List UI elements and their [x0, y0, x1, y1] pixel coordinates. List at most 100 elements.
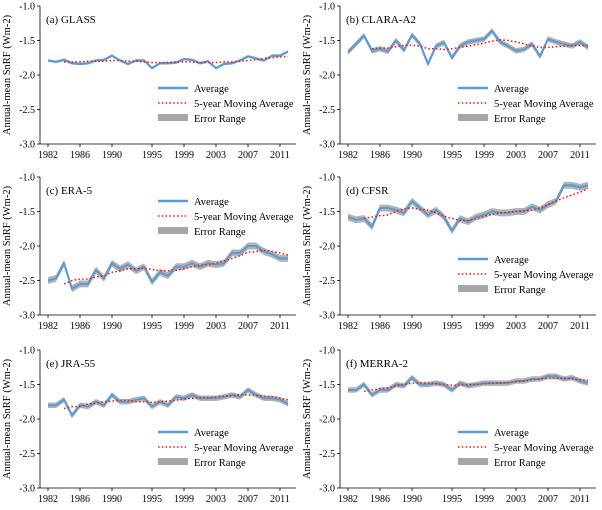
legend-label-average: Average [494, 84, 529, 95]
panel-title: (d) CFSR [346, 185, 389, 197]
y-tick-label: -1.0 [319, 2, 335, 13]
legend-swatch-error-range [458, 285, 488, 292]
x-tick-label: 1982 [38, 150, 58, 161]
y-tick-label: -1.0 [19, 346, 35, 357]
legend-label-moving-average: 5-year Moving Average [494, 99, 594, 110]
x-tick-label: 1982 [38, 321, 58, 332]
x-tick-label: 2003 [206, 494, 226, 505]
y-axis-label: Annual-mean SnRF (Wm-2) [2, 14, 13, 135]
x-tick-label: 1982 [338, 321, 358, 332]
x-tick-label: 1990 [102, 150, 122, 161]
legend-swatch-error-range [158, 458, 188, 465]
x-tick-label: 1990 [402, 321, 422, 332]
x-tick-label: 2011 [570, 321, 590, 332]
average-line [48, 389, 289, 417]
x-tick-label: 2003 [206, 321, 226, 332]
x-tick-label: 2007 [238, 321, 258, 332]
average-line [347, 29, 589, 65]
legend-label-average: Average [194, 428, 229, 439]
y-tick-label: -3.0 [319, 484, 335, 495]
y-tick-label: -3.0 [319, 140, 335, 151]
y-tick-label: -3.0 [19, 140, 35, 151]
y-tick-label: -2.0 [319, 415, 335, 426]
x-tick-label: 2007 [538, 321, 558, 332]
x-tick-label: 2011 [270, 150, 290, 161]
x-tick-label: 1990 [102, 321, 122, 332]
moving-average-line [64, 55, 289, 64]
y-tick-label: -1.0 [319, 173, 335, 184]
moving-average-line [63, 394, 289, 410]
x-tick-label: 1999 [174, 150, 194, 161]
panel-title: (a) GLASS [46, 14, 96, 26]
x-tick-label: 1986 [370, 321, 390, 332]
x-tick-label: 1995 [142, 150, 162, 161]
x-tick-label: 2007 [538, 494, 558, 505]
panel-title: (b) CLARA-A2 [346, 14, 416, 26]
panel-title: (c) ERA-5 [46, 185, 93, 197]
y-tick-label: -1.5 [19, 380, 35, 391]
error-range-band [48, 242, 288, 293]
average-line [347, 184, 589, 232]
x-tick-label: 1999 [474, 494, 494, 505]
y-tick-label: -3.0 [19, 311, 35, 322]
legend-label-error-range: Error Range [194, 458, 246, 469]
average-line [348, 375, 589, 396]
x-tick-label: 2003 [206, 150, 226, 161]
legend-label-error-range: Error Range [494, 285, 546, 296]
legend-label-moving-average: 5-year Moving Average [494, 270, 594, 281]
x-tick-label: 2003 [506, 150, 526, 161]
legend-label-moving-average: 5-year Moving Average [194, 212, 294, 223]
y-tick-label: -3.0 [319, 311, 335, 322]
legend-swatch-error-range [158, 114, 188, 121]
panel-title: (e) JRA-55 [46, 358, 96, 370]
error-range-band [48, 50, 288, 70]
y-tick-label: -1.0 [319, 346, 335, 357]
legend-label-average: Average [194, 84, 229, 95]
y-tick-label: -2.5 [19, 105, 35, 116]
y-tick-label: -1.5 [19, 207, 35, 218]
legend-label-average: Average [494, 255, 529, 266]
legend-label-average: Average [494, 428, 529, 439]
x-tick-label: 1995 [142, 321, 162, 332]
average-line [47, 50, 289, 70]
y-tick-label: -2.5 [319, 105, 335, 116]
x-tick-label: 2007 [238, 494, 258, 505]
legend-swatch-error-range [458, 114, 488, 121]
x-tick-label: 1999 [174, 494, 194, 505]
y-tick-label: -1.5 [319, 207, 335, 218]
y-tick-label: -1.0 [19, 2, 35, 13]
legend-swatch-error-range [458, 458, 488, 465]
x-tick-label: 2011 [570, 494, 590, 505]
x-tick-label: 1986 [70, 150, 90, 161]
y-axis-label: Annual-mean SnRF (Wm-2) [2, 185, 13, 306]
x-tick-label: 2007 [538, 150, 558, 161]
x-tick-label: 2007 [238, 150, 258, 161]
y-axis-label: Annual-mean SnRF (Wm-2) [2, 358, 13, 479]
x-tick-label: 1986 [70, 321, 90, 332]
y-axis-label: Annual-mean SnRF (Wm-2) [302, 185, 313, 306]
y-axis-label: Annual-mean SnRF (Wm-2) [302, 358, 313, 479]
y-tick-label: -2.5 [19, 276, 35, 287]
x-tick-label: 2011 [270, 321, 290, 332]
y-tick-label: -2.0 [19, 71, 35, 82]
x-tick-label: 1986 [370, 150, 390, 161]
y-tick-label: -2.5 [319, 276, 335, 287]
y-tick-label: -1.5 [319, 380, 335, 391]
y-tick-label: -2.0 [319, 242, 335, 253]
moving-average-line [371, 39, 588, 51]
x-tick-label: 2011 [570, 150, 590, 161]
x-tick-label: 1999 [474, 150, 494, 161]
moving-average-line [63, 249, 289, 285]
legend-label-error-range: Error Range [494, 458, 546, 469]
y-tick-label: -1.5 [319, 36, 335, 47]
average-line [47, 245, 288, 290]
legend-label-error-range: Error Range [194, 227, 246, 238]
legend-label-error-range: Error Range [194, 114, 246, 125]
legend-label-average: Average [194, 197, 229, 208]
y-tick-label: -2.0 [319, 71, 335, 82]
x-tick-label: 2011 [270, 494, 290, 505]
